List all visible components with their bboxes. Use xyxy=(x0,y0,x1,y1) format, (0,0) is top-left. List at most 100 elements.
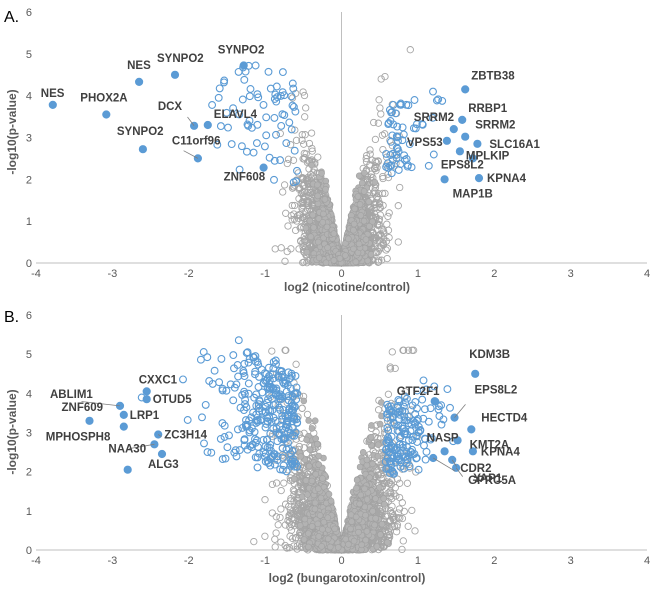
data-point xyxy=(330,230,338,237)
data-point xyxy=(357,212,365,219)
gene-label: RRBP1 xyxy=(468,103,508,115)
y-tick-label: 3 xyxy=(26,133,32,145)
significant-point xyxy=(249,148,258,157)
data-point xyxy=(322,186,329,193)
data-point xyxy=(321,196,329,203)
panel-a-label: A. xyxy=(4,9,19,26)
data-point xyxy=(367,251,375,258)
data-point xyxy=(375,96,383,104)
data-point xyxy=(320,210,327,218)
significant-point xyxy=(410,96,419,104)
highlighted-gene-point xyxy=(474,174,484,183)
gene-label: PHOX2A xyxy=(80,93,127,105)
significant-point xyxy=(253,120,262,129)
gene-label: EPS8L2 xyxy=(441,159,484,171)
highlighted-gene-point xyxy=(138,145,147,154)
x-tick-label: 4 xyxy=(644,268,650,280)
data-point xyxy=(341,252,349,259)
gene-label: ZNF608 xyxy=(224,172,266,184)
x-tick-label: 1 xyxy=(415,268,421,280)
x-tick-label: -3 xyxy=(107,268,117,280)
significant-point xyxy=(290,146,299,155)
significant-point xyxy=(251,61,260,70)
data-point xyxy=(277,244,285,252)
x-tick-label: -4 xyxy=(31,268,41,280)
significant-point xyxy=(265,153,274,162)
significant-point xyxy=(259,100,268,109)
y-tick-label: 6 xyxy=(26,7,32,19)
data-point xyxy=(292,217,301,225)
data-point xyxy=(396,183,404,192)
data-point xyxy=(330,257,338,264)
data-point xyxy=(300,140,308,148)
significant-point xyxy=(266,84,275,93)
data-point xyxy=(276,129,284,138)
gene-label: SRRM2 xyxy=(475,120,515,132)
data-point xyxy=(384,212,392,221)
data-point xyxy=(307,233,315,240)
x-tick-label: 3 xyxy=(568,268,574,280)
significant-point xyxy=(215,84,224,93)
significant-point xyxy=(262,131,271,140)
data-point xyxy=(351,205,359,213)
significant-point xyxy=(429,150,438,159)
data-point xyxy=(361,169,368,177)
data-point xyxy=(286,141,295,149)
data-point xyxy=(314,238,322,246)
highlighted-gene-point xyxy=(455,147,464,156)
data-point xyxy=(377,75,385,83)
data-point xyxy=(377,110,385,118)
significant-point xyxy=(264,67,273,76)
significant-point xyxy=(240,75,249,84)
data-point xyxy=(383,220,391,228)
gene-label: DCX xyxy=(158,101,183,113)
data-point xyxy=(345,235,352,243)
gene-label: ZBTB38 xyxy=(471,70,515,82)
data-point xyxy=(283,159,291,168)
significant-point xyxy=(252,139,261,148)
gene-label: NES xyxy=(127,60,151,72)
data-point xyxy=(290,201,299,210)
highlighted-gene-point xyxy=(461,132,470,141)
highlighted-gene-point xyxy=(442,136,451,145)
data-point xyxy=(365,223,373,230)
data-point xyxy=(282,209,290,217)
data-point xyxy=(284,222,292,230)
data-point xyxy=(314,192,322,200)
data-point xyxy=(394,202,402,210)
x-tick-label: 2 xyxy=(491,268,497,280)
data-point xyxy=(370,118,378,127)
panel-a-gene-labels: NES PHOX2ANESSYNPO2SYNPO2SYNPO2DCXELAVL4C… xyxy=(41,45,541,201)
panel-a-significant-points xyxy=(208,61,447,187)
highlighted-gene-point xyxy=(102,110,111,119)
data-point xyxy=(371,178,379,186)
data-point xyxy=(302,224,310,232)
data-point xyxy=(284,155,293,163)
significant-point xyxy=(285,118,294,127)
highlighted-gene-point xyxy=(473,139,482,148)
data-point xyxy=(308,161,315,169)
data-point xyxy=(336,255,344,262)
significant-point xyxy=(424,161,433,170)
significant-point xyxy=(262,113,271,122)
significant-point xyxy=(291,107,300,116)
data-point xyxy=(394,238,402,246)
significant-point xyxy=(387,137,395,146)
data-point xyxy=(319,219,327,226)
data-point xyxy=(281,257,289,265)
highlighted-gene-point xyxy=(259,163,268,172)
gene-label: SYNPO2 xyxy=(218,45,265,57)
panel-a-background-points xyxy=(271,46,414,267)
gene-label: VPS53 xyxy=(407,137,443,149)
data-point xyxy=(299,88,307,96)
data-point xyxy=(374,119,383,127)
significant-point xyxy=(246,85,255,93)
y-tick-label: 0 xyxy=(26,258,32,270)
highlighted-gene-point xyxy=(458,115,467,125)
y-tick-label: 1 xyxy=(26,216,32,228)
significant-point xyxy=(242,147,251,156)
gene-leader-line xyxy=(183,150,199,159)
gene-label: MAP1B xyxy=(453,188,493,200)
